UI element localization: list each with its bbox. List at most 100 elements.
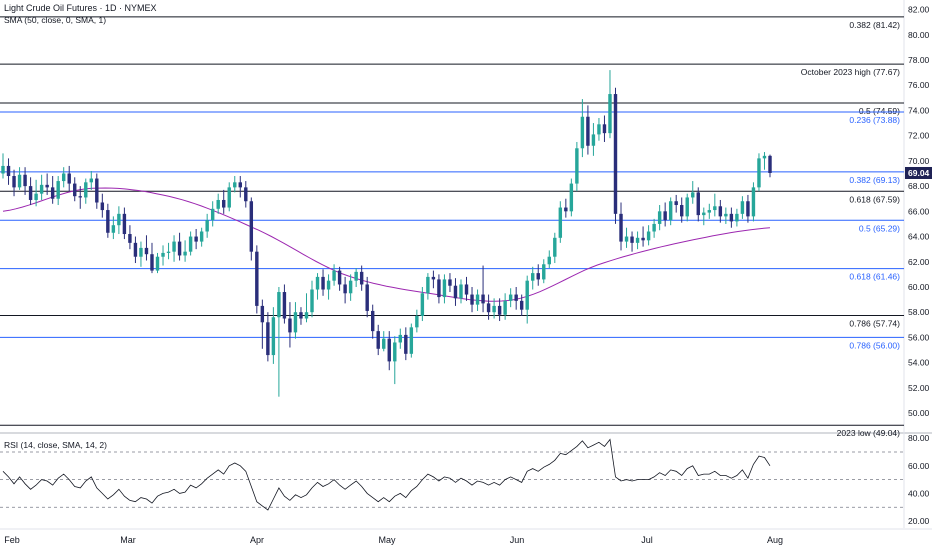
candle-body: [133, 242, 138, 257]
candle-body: [84, 182, 88, 198]
candle-body: [575, 148, 579, 184]
candle-body: [139, 247, 143, 257]
candle-body: [282, 292, 287, 319]
candle-body: [569, 183, 574, 212]
candle-body: [641, 237, 645, 241]
candle-body: [404, 334, 408, 354]
candle-body: [387, 338, 391, 362]
candle-body: [508, 294, 513, 301]
candle-body: [613, 94, 618, 214]
time-tick-label: May: [378, 535, 396, 545]
price-tick-label: 68.00: [908, 181, 930, 191]
candle-body: [117, 213, 121, 226]
candle-body: [332, 270, 336, 281]
candle-body: [161, 252, 165, 257]
candle-body: [691, 192, 695, 198]
candle-body: [746, 201, 750, 217]
candle-body: [271, 317, 276, 356]
candle-body: [34, 193, 38, 200]
candle-body: [299, 312, 303, 319]
candle-body: [459, 284, 463, 299]
candle-body: [238, 182, 242, 188]
candle-body: [155, 256, 160, 271]
candle-body: [288, 318, 292, 333]
candle-body: [591, 134, 596, 146]
candle-body: [343, 284, 347, 294]
candle-body: [365, 284, 369, 311]
candle-body: [260, 305, 265, 323]
candle-body: [39, 184, 44, 194]
rsi-indicator-label: RSI (14, close, SMA, 14, 2): [4, 440, 107, 450]
candle-body: [757, 158, 761, 188]
candle-body: [89, 178, 93, 183]
price-tick-label: 60.00: [908, 282, 930, 292]
time-tick-label: Jun: [510, 535, 525, 545]
time-tick-label: Apr: [250, 535, 264, 545]
price-tick-label: 80.00: [908, 30, 930, 40]
candle-body: [222, 199, 226, 208]
candle-body: [106, 210, 110, 233]
candle-body: [393, 342, 397, 362]
candle-body: [442, 279, 447, 298]
rsi-line: [2, 438, 771, 511]
candle-body: [696, 192, 700, 216]
candle-body: [210, 208, 215, 221]
level-label: 0.236 (73.88): [849, 115, 900, 125]
price-tick-label: 58.00: [908, 307, 930, 317]
candle-body: [150, 254, 154, 271]
level-label: 0.5 (74.59): [859, 106, 900, 116]
level-label: 2023 low (49.04): [837, 428, 900, 438]
last-price-label: 69.04: [908, 168, 930, 178]
candle-body: [707, 210, 712, 213]
candle-body: [216, 199, 220, 209]
candle-body: [531, 273, 535, 281]
candle-body: [227, 187, 231, 208]
candle-body: [586, 116, 590, 146]
candle-body: [348, 280, 353, 294]
candle-body: [359, 271, 364, 285]
level-label: October 2023 high (77.67): [801, 67, 900, 77]
candle-body: [183, 251, 187, 256]
last-price-tag: [905, 166, 932, 179]
sma-indicator-label: SMA (50, close, 0, SMA, 1): [4, 15, 107, 25]
candle-body: [67, 173, 71, 184]
price-tick-label: 78.00: [908, 55, 930, 65]
candle-body: [453, 285, 458, 299]
candle-body: [100, 202, 105, 211]
candle-body: [674, 201, 678, 206]
price-tick-label: 62.00: [908, 257, 930, 267]
level-label: 0.618 (61.46): [849, 272, 900, 282]
rsi-tick-label: 20.00: [908, 516, 930, 526]
candle-body: [28, 186, 33, 200]
candle-body: [685, 197, 689, 217]
candle-body: [470, 294, 474, 305]
time-tick-label: Feb: [4, 535, 20, 545]
candle-body: [542, 264, 546, 280]
candle-body: [740, 201, 745, 214]
candle-body: [50, 187, 55, 199]
candle-body: [277, 292, 281, 318]
candle-body: [188, 236, 193, 252]
level-label: 0.786 (57.74): [849, 318, 900, 328]
rsi-tick-label: 60.00: [908, 461, 930, 471]
candle-body: [23, 174, 27, 187]
candle-body: [233, 182, 237, 188]
price-tick-label: 70.00: [908, 156, 930, 166]
level-label: 0.382 (69.13): [849, 175, 900, 185]
candle-body: [464, 284, 469, 295]
price-tick-label: 74.00: [908, 105, 930, 115]
candle-body: [172, 241, 176, 252]
price-tick-label: 52.00: [908, 383, 930, 393]
candle-body: [337, 270, 342, 285]
candle-body: [144, 247, 149, 255]
candle-body: [580, 116, 585, 149]
candle-body: [668, 201, 673, 221]
chart-title: Light Crude Oil Futures · 1D · NYMEX: [4, 3, 157, 13]
candle-body: [735, 213, 739, 222]
candle-body: [624, 236, 629, 242]
candle-body: [751, 187, 756, 217]
candle-body: [547, 256, 551, 265]
candle-body: [680, 205, 684, 217]
candle-body: [619, 213, 623, 242]
